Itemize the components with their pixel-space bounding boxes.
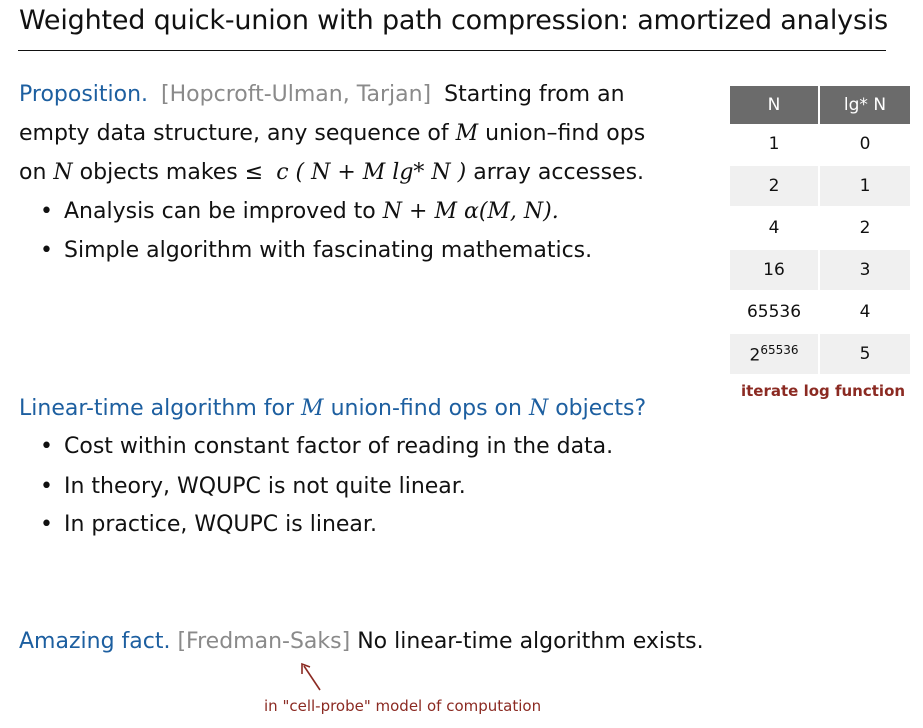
var-m: M (301, 396, 324, 421)
table-row: 1 0 (730, 124, 910, 166)
proposition-text-3: objects makes ≤ (79, 160, 264, 185)
bullet-math: N + M α(M, N). (382, 199, 559, 224)
cell-lg: 3 (819, 249, 910, 292)
linear-question: Linear-time algorithm for M union-find o… (19, 396, 646, 421)
cell-n: 265536 (730, 333, 820, 376)
linear-bullet-3: • In practice, WQUPC is linear. (40, 512, 377, 537)
var-n: N (528, 396, 549, 421)
var-n: N (53, 160, 73, 185)
page-title: Weighted quick-union with path compressi… (19, 5, 888, 36)
question-mid: union-find ops on (330, 396, 522, 421)
cell-n-base: 2 (749, 345, 761, 366)
amazing-citation: [Fredman-Saks] (177, 629, 351, 654)
cell-n: 2 (730, 165, 820, 208)
proposition-line-2: empty data structure, any sequence of M … (19, 121, 645, 146)
bullet-text: In theory, WQUPC is not quite linear. (64, 474, 466, 499)
cell-n: 4 (730, 207, 820, 250)
table-row: 265536 5 (730, 333, 910, 376)
bullet-dot: • (40, 512, 53, 537)
table-row: 16 3 (730, 249, 910, 292)
proposition-on: on (19, 160, 47, 185)
cell-probe-note: in "cell-probe" model of computation (264, 697, 542, 715)
arrow-icon (301, 662, 321, 691)
table-caption: iterate log function (741, 382, 906, 400)
proposition-text-3-end: array accesses. (473, 160, 645, 185)
bullet-dot: • (40, 199, 53, 224)
table-row: 2 1 (730, 165, 910, 208)
amazing-text: No linear-time algorithm exists. (357, 629, 704, 654)
proposition-bullet-1: • Analysis can be improved to N + M α(M, … (40, 199, 559, 224)
question-start: Linear-time algorithm for (19, 396, 295, 421)
amazing-fact-line: Amazing fact. [Fredman-Saks] No linear-t… (19, 629, 704, 654)
var-m: M (455, 121, 479, 146)
bullet-text: Analysis can be improved to (64, 199, 376, 224)
linear-bullet-1: • Cost within constant factor of reading … (40, 434, 613, 459)
cell-n: 65536 (730, 291, 820, 334)
proposition-text-2-end: union–find ops (485, 121, 646, 146)
proposition-line-3: on N objects makes ≤ c ( N + M lg* N ) a… (19, 160, 644, 185)
cell-n: 16 (730, 249, 820, 292)
cell-n: 1 (730, 124, 820, 166)
cell-lg: 0 (819, 124, 910, 166)
proposition-bullet-2: • Simple algorithm with fascinating mathe… (40, 238, 592, 263)
bullet-text: Simple algorithm with fascinating mathem… (64, 238, 593, 263)
proposition-citation: [Hopcroft-Ulman, Tarjan] (161, 82, 432, 107)
cell-lg: 5 (819, 333, 910, 376)
bound-formula: c ( N + M lg* N ) (276, 160, 467, 185)
lg-star-table: N lg* N 1 0 2 1 4 2 16 3 65536 4 265536 … (730, 86, 910, 376)
table-header-row: N lg* N (730, 86, 910, 124)
proposition-text-1: Starting from an (444, 82, 625, 107)
bullet-dot: • (40, 238, 53, 263)
proposition-line-1: Proposition. [Hopcroft-Ulman, Tarjan] St… (19, 82, 625, 107)
cell-lg: 4 (819, 291, 910, 334)
cell-n-exponent: 65536 (760, 342, 799, 357)
linear-bullet-2: • In theory, WQUPC is not quite linear. (40, 474, 466, 499)
question-end: objects? (555, 396, 647, 421)
table-row: 65536 4 (730, 291, 910, 334)
column-header-n: N (730, 86, 820, 124)
title-divider (18, 50, 886, 51)
column-header-lg: lg* N (819, 86, 910, 124)
cell-lg: 2 (819, 207, 910, 250)
cell-lg: 1 (819, 165, 910, 208)
bullet-dot: • (40, 474, 53, 499)
bullet-dot: • (40, 434, 53, 459)
proposition-label: Proposition. (19, 82, 149, 107)
bullet-text: In practice, WQUPC is linear. (64, 512, 377, 537)
bullet-text: Cost within constant factor of reading i… (64, 434, 614, 459)
proposition-text-2: empty data structure, any sequence of (19, 121, 449, 146)
table-row: 4 2 (730, 207, 910, 250)
amazing-label: Amazing fact. (19, 629, 171, 654)
